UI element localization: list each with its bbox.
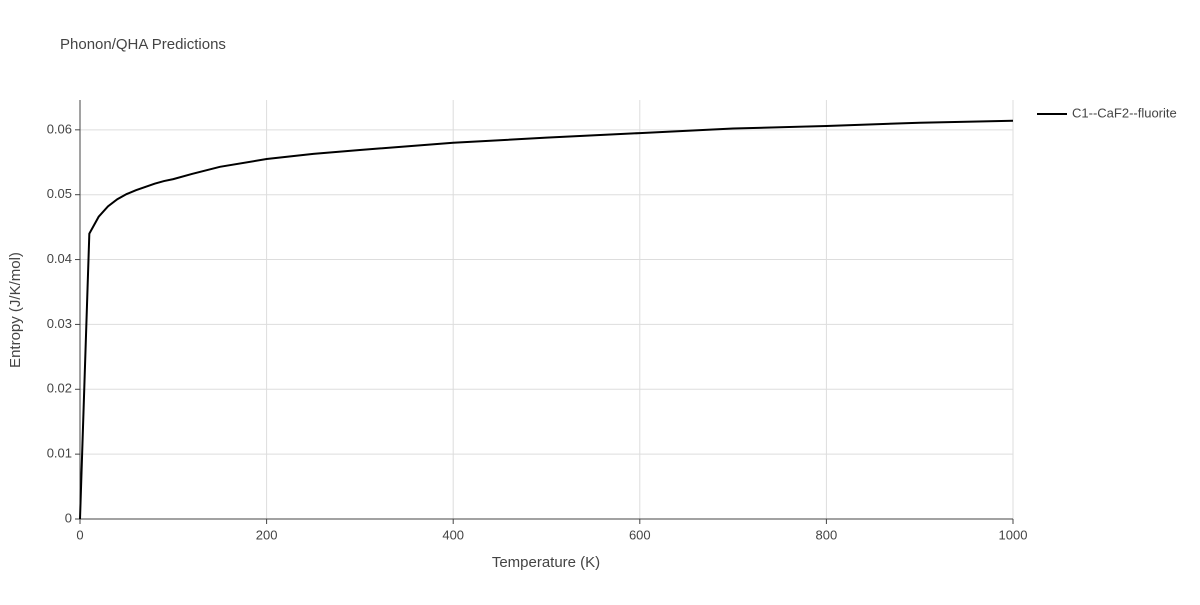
chart-title: Phonon/QHA Predictions [60,36,226,53]
y-axis-label: Entropy (J/K/mol) [7,252,24,368]
y-tick-label: 0.02 [47,381,72,396]
x-axis-label: Temperature (K) [492,554,600,571]
x-tick-label: 800 [816,527,838,542]
y-tick-label: 0.03 [47,316,72,331]
x-tick-label: 1000 [999,527,1028,542]
line [79,119,1014,520]
y-tick-label: 0.01 [47,446,72,461]
x-tick-label: 200 [256,527,278,542]
x-tick-label: 600 [629,527,651,542]
y-tick-label: 0.05 [47,186,72,201]
x-tick-label: 400 [442,527,464,542]
x-tick-label: 0 [76,527,83,542]
legend-label: C1--CaF2--fluorite [1072,105,1177,120]
y-tick-label: 0.06 [47,121,72,136]
y-tick-label: 0.04 [47,251,72,266]
y-tick-label: 0 [65,510,72,525]
